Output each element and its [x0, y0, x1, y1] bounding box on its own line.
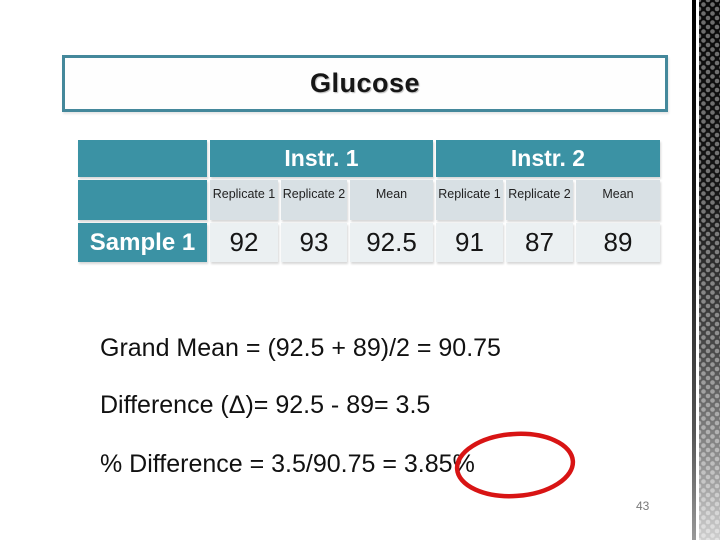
group-header-instr-1: Instr. 1: [210, 140, 433, 177]
formula-difference: Difference (Δ)= 92.5 - 89= 3.5: [100, 391, 431, 419]
group-header-instr-2: Instr. 2: [436, 140, 660, 177]
table-value-row: Sample 1 92 93 92.5 91 87 89: [78, 223, 660, 262]
edge-divider-line: [692, 0, 696, 540]
value-instr1-replicate1: 92: [210, 223, 278, 262]
table-corner-cell: [78, 180, 207, 220]
measurement-table: Instr. 1 Instr. 2 Replicate 1 Replicate …: [75, 137, 663, 265]
value-instr2-mean: 89: [576, 223, 660, 262]
table-subheader-row: Replicate 1 Replicate 2 Mean Replicate 1…: [78, 180, 660, 220]
formula-grand-mean: Grand Mean = (92.5 + 89)/2 = 90.75: [100, 334, 501, 362]
subheader-replicate-2-instr-2: Replicate 2: [506, 180, 573, 220]
formula-percent-difference: % Difference = 3.5/90.75 = 3.85%: [100, 450, 475, 478]
table-corner-cell: [78, 140, 207, 177]
subheader-replicate-2-instr-1: Replicate 2: [281, 180, 347, 220]
value-instr1-mean: 92.5: [350, 223, 433, 262]
value-instr1-replicate2: 93: [281, 223, 347, 262]
subheader-replicate-1-instr-1: Replicate 1: [210, 180, 278, 220]
subheader-replicate-1-instr-2: Replicate 1: [436, 180, 503, 220]
value-instr2-replicate2: 87: [506, 223, 573, 262]
subheader-mean-instr-1: Mean: [350, 180, 433, 220]
row-label-sample-1: Sample 1: [78, 223, 207, 262]
subheader-mean-instr-2: Mean: [576, 180, 660, 220]
title-box: Glucose: [62, 55, 668, 112]
page-number: 43: [636, 499, 650, 513]
halftone-edge-decoration: [699, 0, 720, 540]
page-title: Glucose: [309, 68, 421, 98]
value-instr2-replicate1: 91: [436, 223, 503, 262]
table-group-header-row: Instr. 1 Instr. 2: [78, 140, 660, 177]
